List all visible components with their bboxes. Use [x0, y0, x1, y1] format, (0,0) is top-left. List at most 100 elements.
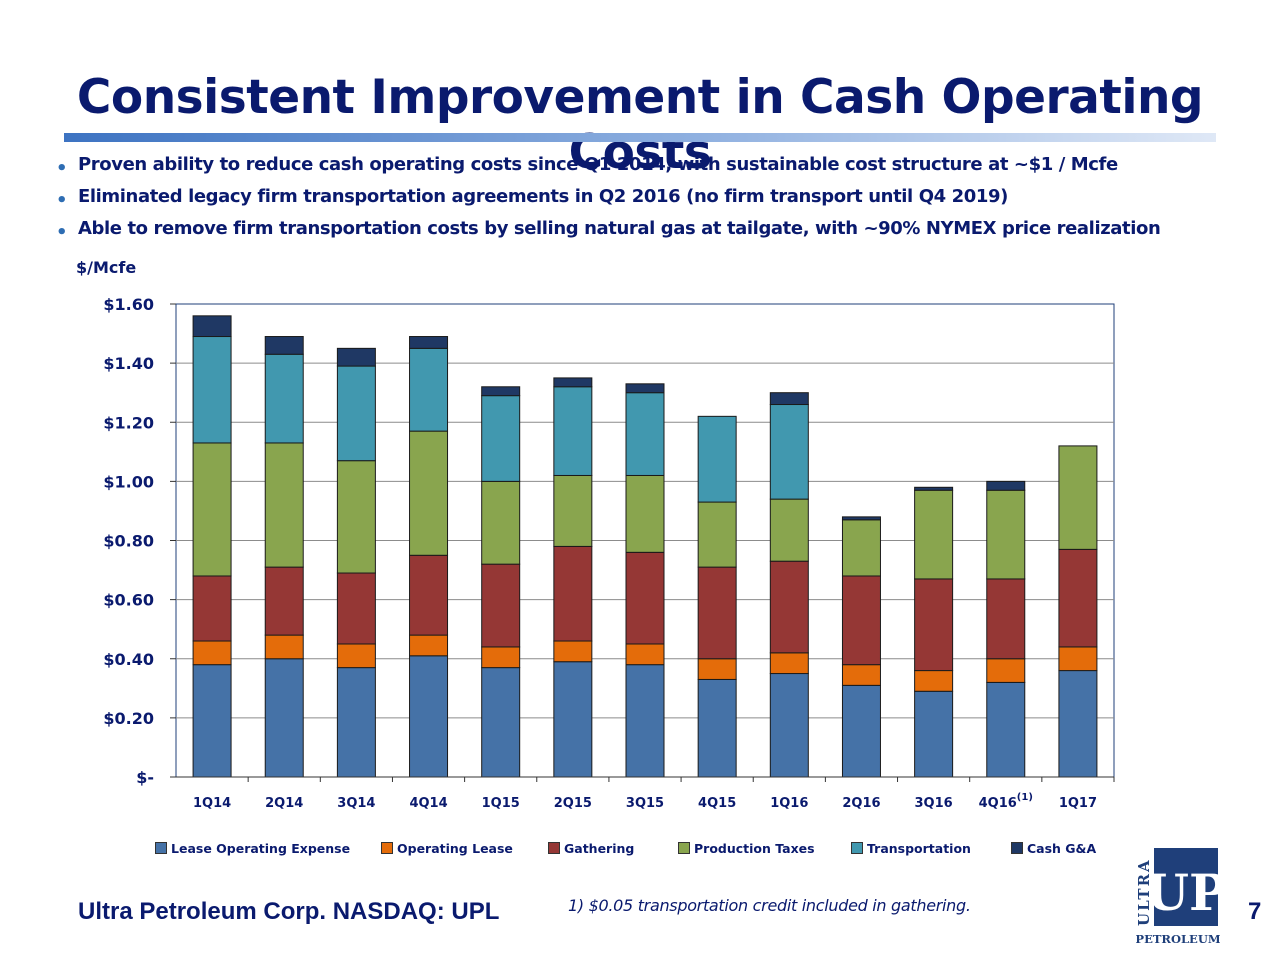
bar-segment-production-taxes-3q14 — [336, 460, 376, 574]
bar-segment-production-taxes-1q16 — [769, 498, 809, 562]
legend-label: Transportation — [867, 841, 971, 856]
bar-segment-gathering-3q16 — [914, 578, 954, 672]
bullet-text: Able to remove firm transportation costs… — [78, 218, 1161, 239]
legend-item-gathering: Gathering — [548, 841, 634, 856]
y-tick-label: $0.20 — [103, 709, 154, 728]
bar-segment-lease-operating-expense-2q14 — [264, 658, 304, 778]
bar-segment-cash-g-a-3q14 — [336, 347, 376, 367]
bar-segment-production-taxes-2q15 — [553, 474, 593, 547]
bullet-item: • Able to remove firm transportation cost… — [56, 216, 1161, 248]
legend-item-production-taxes: Production Taxes — [678, 841, 815, 856]
bar-segment-operating-lease-1q14 — [192, 640, 232, 666]
x-tick-superscript: (1) — [1017, 792, 1033, 803]
logo-side-text: ULTRA — [1136, 858, 1153, 926]
ultra-petroleum-logo: UP ULTRA PETROLEUM — [1136, 848, 1220, 946]
bar-segment-transportation-4q15 — [697, 415, 737, 503]
legend-label: Production Taxes — [694, 841, 815, 856]
legend-label: Gathering — [564, 841, 635, 856]
x-tick-label: 2Q15 — [554, 796, 592, 811]
bullet-text: Proven ability to reduce cash operating … — [78, 154, 1118, 175]
y-tick-label: $0.60 — [103, 591, 154, 610]
bullet-item: • Proven ability to reduce cash operating… — [56, 152, 1160, 184]
x-tick-label: 1Q16 — [770, 796, 808, 811]
bar-segment-lease-operating-expense-2q15 — [553, 661, 593, 778]
legend-swatch — [1011, 842, 1023, 854]
legend-swatch — [381, 842, 393, 854]
bar-segment-cash-g-a-2q15 — [553, 377, 593, 388]
bar-segment-cash-g-a-2q14 — [264, 336, 304, 355]
bar-segment-lease-operating-expense-3q15 — [625, 664, 665, 778]
bar-segment-operating-lease-4q14 — [409, 634, 449, 657]
legend-swatch — [851, 842, 863, 854]
bar-segment-operating-lease-2q14 — [264, 634, 304, 660]
bar-segment-production-taxes-1q15 — [481, 480, 521, 565]
bar-segment-production-taxes-1q17 — [1058, 445, 1098, 550]
chart-legend: Lease Operating Expense Operating Lease Ga… — [155, 841, 1115, 861]
bar-segment-transportation-3q15 — [625, 392, 665, 476]
bar-segment-lease-operating-expense-3q16 — [914, 690, 954, 778]
legend-item-transportation: Transportation — [851, 841, 971, 856]
bullet-list: • Proven ability to reduce cash operating… — [56, 152, 1161, 248]
bar-segment-lease-operating-expense-2q16 — [841, 684, 881, 778]
bullet-dot-icon: • — [56, 222, 68, 243]
bar-segment-operating-lease-4q16 — [986, 658, 1026, 683]
legend-item-lease-operating-expense: Lease Operating Expense — [155, 841, 350, 856]
bar-segment-lease-operating-expense-4q15 — [697, 678, 737, 778]
bullet-dot-icon: • — [56, 190, 68, 211]
bar-segment-operating-lease-4q15 — [697, 658, 737, 680]
bar-segment-operating-lease-2q15 — [553, 640, 593, 663]
legend-item-operating-lease: Operating Lease — [381, 841, 513, 856]
x-tick-label: 1Q17 — [1059, 796, 1097, 811]
x-tick-label: 4Q15 — [698, 796, 736, 811]
bar-segment-gathering-1q16 — [769, 560, 809, 654]
bar-segment-gathering-4q16 — [986, 578, 1026, 660]
y-tick-label: $- — [136, 768, 154, 787]
bar-segment-gathering-1q17 — [1058, 548, 1098, 648]
legend-label: Lease Operating Expense — [171, 841, 351, 856]
legend-swatch — [155, 842, 167, 854]
bar-segment-cash-g-a-4q14 — [409, 336, 449, 349]
bar-segment-cash-g-a-2q16 — [841, 516, 881, 521]
x-tick-label: 2Q16 — [842, 796, 880, 811]
bar-segment-production-taxes-4q14 — [409, 430, 449, 556]
logo-bottom-text: PETROLEUM — [1136, 932, 1220, 946]
bullet-dot-icon: • — [56, 158, 68, 179]
bar-segment-gathering-3q14 — [336, 572, 376, 645]
y-tick-label: $1.40 — [103, 354, 154, 373]
y-tick-label: $1.60 — [103, 295, 154, 314]
bar-segment-production-taxes-4q16 — [986, 489, 1026, 580]
bar-segment-lease-operating-expense-1q16 — [769, 673, 809, 778]
bar-segment-transportation-4q14 — [409, 347, 449, 432]
legend-swatch — [548, 842, 560, 854]
bar-segment-gathering-2q15 — [553, 545, 593, 642]
bar-segment-production-taxes-3q16 — [914, 489, 954, 580]
bar-segment-cash-g-a-3q16 — [914, 486, 954, 491]
bar-segment-gathering-3q15 — [625, 551, 665, 645]
bar-segment-gathering-4q15 — [697, 566, 737, 660]
page-number: 7 — [1248, 898, 1262, 925]
bar-segment-production-taxes-4q15 — [697, 501, 737, 568]
y-tick-label: $1.20 — [103, 413, 154, 432]
bar-segment-cash-g-a-3q15 — [625, 383, 665, 394]
x-tick-label: 4Q16(1) — [979, 792, 1033, 811]
y-axis-unit-label: $/Mcfe — [76, 258, 137, 277]
bar-segment-lease-operating-expense-4q14 — [409, 655, 449, 778]
x-tick-label: 3Q16 — [915, 796, 953, 811]
bar-segment-operating-lease-2q16 — [841, 664, 881, 686]
legend-label: Cash G&A — [1027, 841, 1097, 856]
footnote: 1) $0.05 transportation credit included … — [568, 896, 971, 915]
bar-segment-operating-lease-3q14 — [336, 643, 376, 669]
bullet-text: Eliminated legacy firm transportation ag… — [78, 186, 1008, 207]
logo-main-text: UP — [1145, 863, 1220, 922]
bar-segment-cash-g-a-1q16 — [769, 392, 809, 406]
legend-item-cash-g-a: Cash G&A — [1011, 841, 1096, 856]
legend-swatch — [678, 842, 690, 854]
bar-segment-production-taxes-2q16 — [841, 519, 881, 577]
bar-segment-lease-operating-expense-1q15 — [481, 667, 521, 778]
bar-segment-gathering-1q15 — [481, 563, 521, 648]
footer-company-name: Ultra Petroleum Corp. NASDAQ: UPL — [78, 898, 500, 925]
x-tick-label: 3Q15 — [626, 796, 664, 811]
bar-segment-gathering-2q14 — [264, 566, 304, 636]
bar-segment-operating-lease-1q16 — [769, 652, 809, 675]
legend-label: Operating Lease — [397, 841, 513, 856]
